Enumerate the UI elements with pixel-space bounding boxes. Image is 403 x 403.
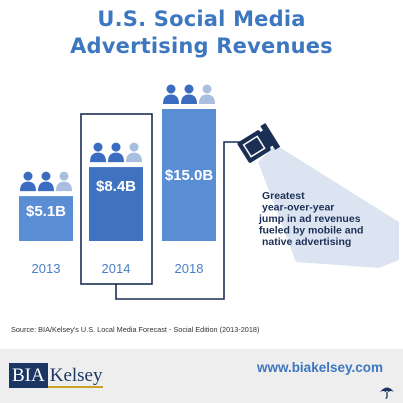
person-icon bbox=[90, 142, 106, 163]
person-icon bbox=[108, 142, 124, 163]
people-icons bbox=[20, 84, 215, 192]
highlight-connector bbox=[80, 113, 240, 300]
value-label: $15.0B bbox=[165, 167, 214, 184]
bar-2013 bbox=[19, 196, 73, 241]
annotation-text: Greatest year-over-year jump in ad revenue… bbox=[258, 190, 363, 248]
chart-area: $5.1B $8.4B $15.0B 2013 2014 2018 Greate… bbox=[19, 84, 399, 300]
x-tick-label: 2013 bbox=[32, 261, 61, 276]
bars bbox=[19, 109, 216, 241]
person-icon bbox=[126, 142, 142, 163]
umbrella-icon bbox=[380, 387, 394, 399]
connector-line bbox=[115, 141, 240, 300]
value-label: $5.1B bbox=[26, 203, 66, 220]
person-icon bbox=[20, 171, 36, 192]
person-icon bbox=[56, 171, 72, 192]
person-icon bbox=[163, 84, 179, 104]
title-line-2: Advertising Revenues bbox=[70, 34, 333, 58]
person-icon bbox=[181, 84, 197, 104]
value-label: $8.4B bbox=[96, 178, 136, 195]
x-axis-labels: 2013 2014 2018 bbox=[32, 261, 204, 276]
person-icon bbox=[38, 171, 54, 192]
title-line-1: U.S. Social Media bbox=[97, 7, 306, 31]
source-note: Source: BIA/Kelsey's U.S. Local Media Fo… bbox=[11, 325, 260, 334]
logo-bia-text: BIA bbox=[9, 363, 48, 388]
x-tick-label: 2014 bbox=[102, 261, 131, 276]
x-tick-label: 2018 bbox=[175, 261, 204, 276]
spotlight-beam-shape bbox=[258, 145, 399, 268]
logo-kelsey-text: Kelsey bbox=[47, 365, 103, 388]
website-link[interactable]: www.biakelsey.com bbox=[256, 360, 383, 375]
spotlight-beam bbox=[258, 145, 399, 268]
person-icon bbox=[199, 84, 215, 104]
value-labels: $5.1B $8.4B $15.0B bbox=[26, 167, 213, 220]
spotlight-lamp-icon bbox=[237, 122, 281, 163]
bia-kelsey-logo: BIA Kelsey bbox=[9, 363, 103, 388]
footer: BIA Kelsey www.biakelsey.com bbox=[0, 349, 403, 403]
bar-2018 bbox=[162, 109, 216, 241]
bar-2014 bbox=[89, 167, 143, 241]
chart-title: U.S. Social Media Advertising Revenues bbox=[0, 6, 403, 60]
